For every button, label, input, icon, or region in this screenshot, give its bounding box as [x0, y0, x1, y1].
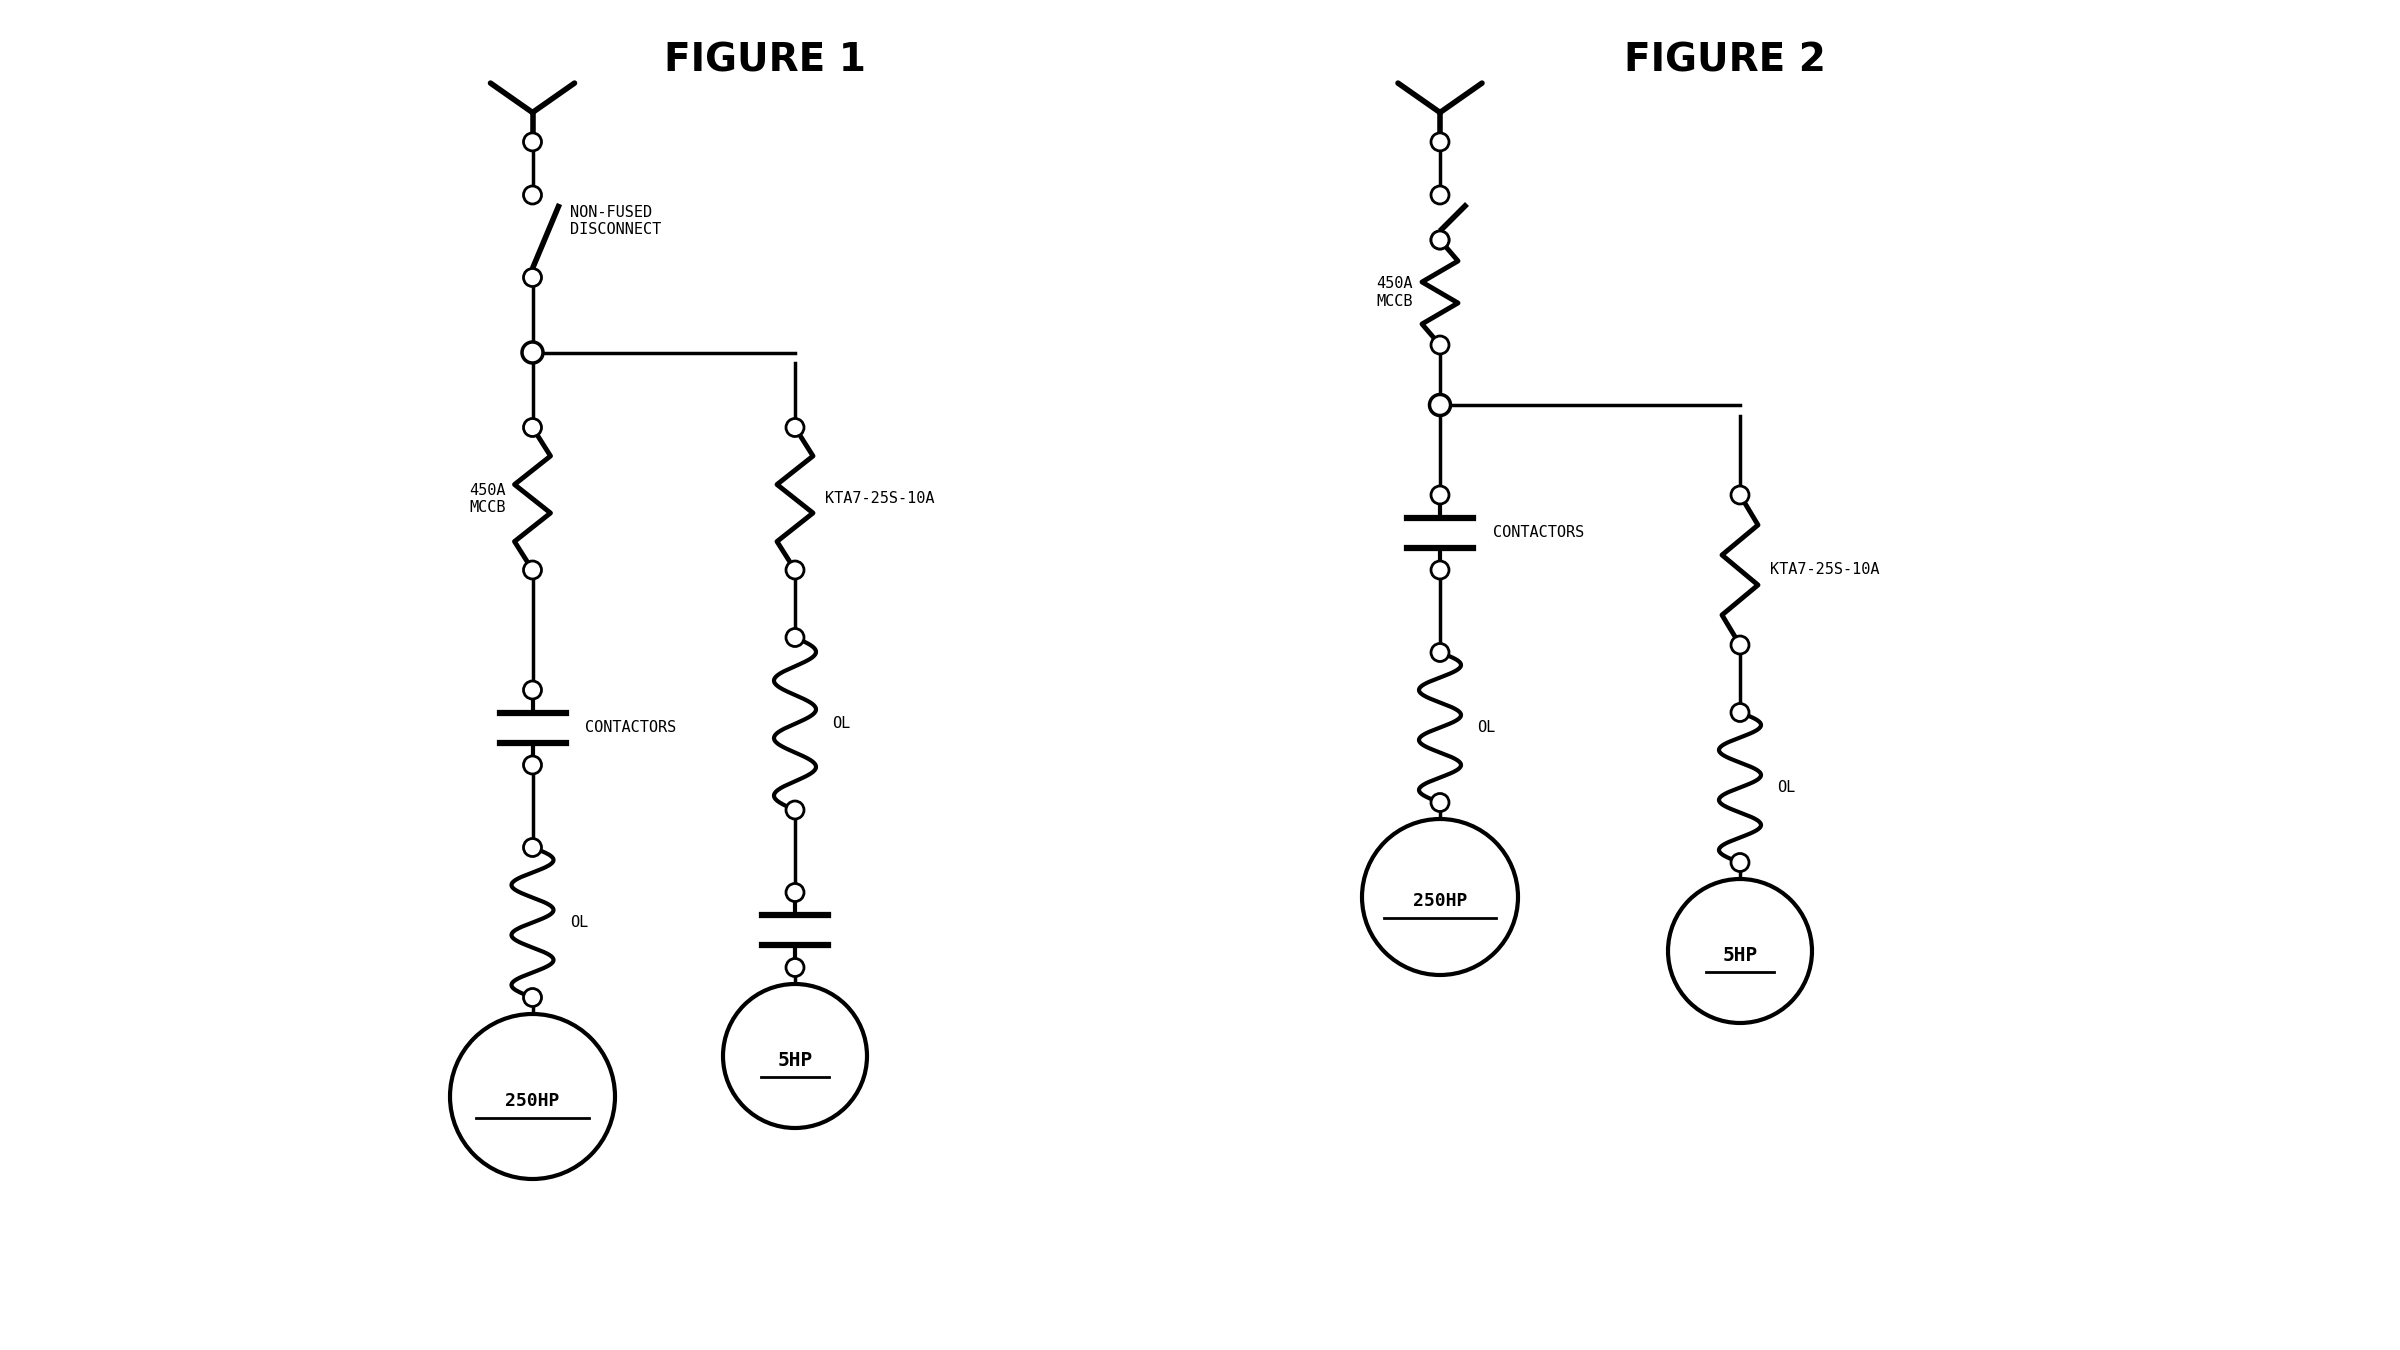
Circle shape [523, 186, 542, 204]
Circle shape [1730, 703, 1750, 721]
Text: 5HP: 5HP [778, 1052, 814, 1071]
Text: CONTACTORS: CONTACTORS [1493, 525, 1584, 540]
Circle shape [523, 838, 542, 856]
Circle shape [1730, 636, 1750, 653]
Text: 250HP: 250HP [506, 1092, 559, 1110]
Circle shape [1430, 562, 1450, 579]
Circle shape [523, 342, 542, 363]
Circle shape [1430, 336, 1450, 354]
Circle shape [787, 418, 804, 436]
Circle shape [1430, 794, 1450, 811]
Circle shape [523, 418, 542, 436]
Text: NON-FUSED
DISCONNECT: NON-FUSED DISCONNECT [571, 205, 662, 238]
Text: FIGURE 2: FIGURE 2 [1625, 40, 1826, 80]
Circle shape [722, 984, 866, 1129]
Circle shape [1430, 644, 1450, 662]
Text: OL: OL [571, 915, 588, 930]
Circle shape [451, 1014, 614, 1179]
Text: 450A
MCCB: 450A MCCB [468, 482, 506, 514]
Text: KTA7-25S-10A: KTA7-25S-10A [1771, 563, 1879, 578]
Circle shape [523, 680, 542, 699]
Text: 5HP: 5HP [1723, 946, 1757, 965]
Circle shape [787, 801, 804, 819]
Circle shape [1430, 186, 1450, 204]
Text: 450A
MCCB: 450A MCCB [1378, 277, 1414, 309]
Circle shape [1430, 132, 1450, 151]
Circle shape [787, 562, 804, 579]
Circle shape [1363, 819, 1519, 975]
Circle shape [787, 883, 804, 902]
Circle shape [1430, 231, 1450, 248]
Text: 250HP: 250HP [1414, 892, 1466, 910]
Circle shape [523, 562, 542, 579]
Circle shape [1430, 231, 1450, 248]
Text: OL: OL [1778, 780, 1795, 795]
Circle shape [1730, 853, 1750, 872]
Text: KTA7-25S-10A: KTA7-25S-10A [826, 491, 934, 506]
Circle shape [523, 269, 542, 286]
Circle shape [1430, 486, 1450, 504]
Circle shape [523, 132, 542, 151]
Text: FIGURE 1: FIGURE 1 [665, 40, 866, 80]
Text: OL: OL [833, 717, 850, 732]
Circle shape [1668, 879, 1812, 1023]
Circle shape [787, 629, 804, 647]
Text: OL: OL [1478, 720, 1495, 734]
Circle shape [787, 958, 804, 976]
Circle shape [1430, 394, 1450, 416]
Circle shape [1730, 486, 1750, 504]
Text: CONTACTORS: CONTACTORS [586, 720, 677, 734]
Circle shape [523, 988, 542, 1007]
Circle shape [523, 756, 542, 774]
